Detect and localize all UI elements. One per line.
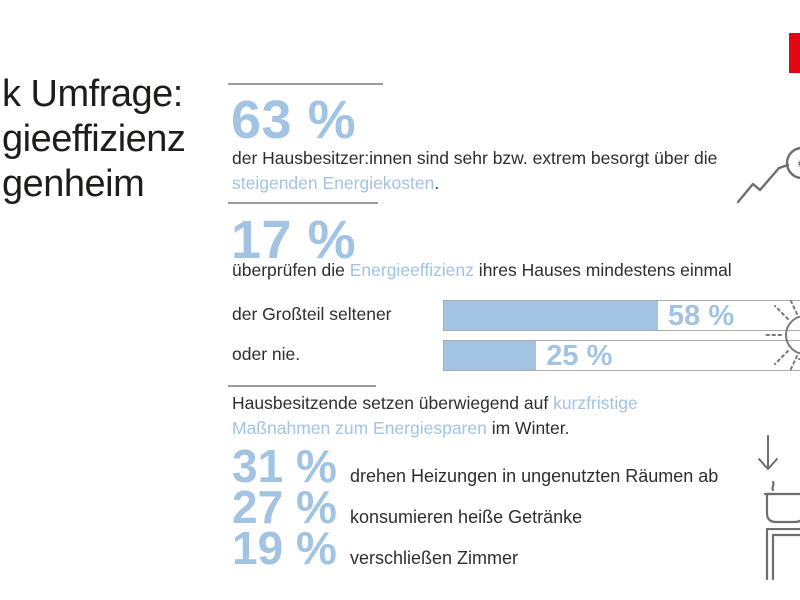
bar-row: 25 %	[443, 340, 800, 371]
bar-category-label: oder nie.	[232, 344, 301, 364]
stat-text-worry-highlight: steigenden Energiekosten	[232, 173, 435, 193]
section-divider	[228, 202, 378, 204]
measure-value: 27 %	[232, 481, 337, 533]
measure-value: 19 %	[232, 522, 337, 574]
winter-intro-plain1: Hausbesitzende setzen überwiegend auf	[232, 393, 554, 413]
arrow-down-icon	[755, 434, 781, 474]
winter-intro-text: Hausbesitzende setzen überwiegend auf ku…	[232, 391, 707, 441]
bar-value-label: 25 %	[546, 339, 613, 372]
measure-row: 31 % drehen Heizungen in ungenutzten Räu…	[232, 440, 719, 492]
bar-fill	[444, 301, 659, 330]
stat-text-worry-plain: der Hausbesitzer:innen sind sehr bzw. ex…	[232, 148, 718, 168]
bar-fill	[444, 341, 537, 370]
measure-row: 19 % verschließen Zimmer	[232, 522, 519, 574]
bar-value-label: 58 %	[668, 299, 735, 332]
measure-row: 27 % konsumieren heiße Getränke	[232, 481, 583, 533]
section-divider	[228, 385, 376, 387]
page-title: k Umfrage: gieeffizienz genheim	[2, 72, 186, 207]
stat-value-check: 17 %	[231, 210, 357, 270]
section-divider	[228, 83, 383, 85]
stat-text-check-plain2: ihres Hauses mindestens einmal	[473, 260, 732, 280]
brand-logo-fragment	[789, 33, 800, 73]
svg-text:€: €	[798, 156, 800, 173]
winter-intro-plain2: im Winter.	[486, 418, 570, 438]
measure-text: konsumieren heiße Getränke	[350, 507, 583, 527]
stat-text-worry: der Hausbesitzer:innen sind sehr bzw. ex…	[232, 146, 737, 196]
bar-category-label: der Großteil seltener	[232, 304, 392, 324]
measure-text: verschließen Zimmer	[350, 548, 519, 568]
winter-intro-highlight: kurzfristige Maßnahmen zum Energiesparen	[232, 393, 638, 438]
door-room-icon	[764, 528, 800, 580]
stat-text-worry-period: .	[434, 173, 440, 193]
page-title-line-2: gieeffizienz	[2, 118, 186, 160]
rising-costs-icon: €	[736, 146, 800, 204]
stat-text-check: überprüfen die Energieeffizienz ihres Ha…	[232, 258, 732, 283]
stat-text-check-plain1: überprüfen die	[232, 260, 350, 280]
bar-row: 58 %	[443, 300, 800, 331]
stat-value-worry: 63 %	[231, 90, 357, 150]
hot-drink-cup-icon	[764, 480, 800, 524]
page-title-line-3: genheim	[2, 163, 145, 205]
page-title-line-1: k Umfrage:	[2, 73, 183, 115]
stat-text-check-highlight: Energieeffizienz	[349, 260, 474, 280]
measure-text: drehen Heizungen in ungenutzten Räumen a…	[350, 466, 719, 486]
lightbulb-euro-icon: €	[754, 293, 800, 377]
measure-value: 31 %	[232, 440, 337, 492]
